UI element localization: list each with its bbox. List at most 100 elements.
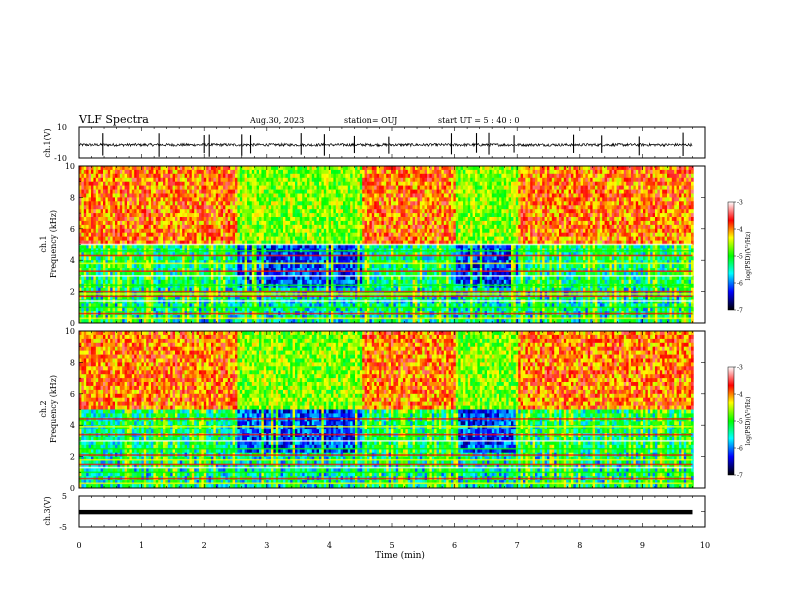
spectrogram-cell [163, 224, 166, 230]
spectrogram-cell [208, 205, 212, 210]
spectrogram-cell [244, 228, 248, 234]
spectrogram-cell [112, 295, 116, 300]
spectrogram-cell [223, 181, 226, 186]
spectrogram-cell [359, 319, 363, 324]
spectrogram-cell [172, 264, 176, 269]
spectrogram-cell [345, 236, 349, 241]
spectrogram-cell [278, 205, 281, 210]
spectrogram-cell [220, 244, 224, 249]
spectrogram-cell [143, 197, 147, 202]
spectrogram-cell [194, 201, 197, 206]
spectrogram-cell [302, 193, 305, 198]
spectrogram-cell [359, 189, 363, 194]
spectrogram-cell [191, 275, 195, 281]
spectrogram-cell [287, 201, 291, 206]
spectrogram-cell [309, 220, 313, 226]
spectrogram-cell [153, 189, 157, 194]
spectrogram-cell [287, 319, 291, 324]
spectrogram-cell [201, 173, 205, 179]
spectrogram-cell [350, 236, 353, 241]
spectrogram-cell [259, 224, 262, 230]
spectrogram-cell [309, 252, 313, 257]
spectrogram-cell [247, 169, 250, 175]
spectrogram-cell [134, 236, 137, 241]
spectrogram-cell [194, 264, 197, 269]
spectrogram-cell [335, 189, 339, 194]
spectrogram-cell [230, 315, 233, 320]
spectrogram-cell [129, 319, 133, 324]
spectrogram-cell [335, 264, 339, 269]
spectrogram-cell [271, 252, 274, 257]
spectrogram-cell [367, 268, 370, 273]
spectrogram-cell [251, 319, 255, 324]
spectrogram-cell [208, 279, 212, 285]
spectrogram-cell [319, 319, 322, 324]
spectrogram-cell [91, 201, 94, 206]
spectrogram-cell [355, 169, 358, 175]
spectrogram-cell [91, 287, 94, 292]
spectrogram-cell [165, 173, 169, 179]
spectrogram-cell [139, 193, 142, 198]
spectrogram-cell [307, 256, 310, 261]
spectrogram-cell [151, 166, 154, 171]
spectrogram-cell [328, 272, 332, 277]
spectrogram-cell [278, 193, 281, 198]
spectrogram-cell [247, 275, 250, 281]
spectrogram-cell [287, 240, 291, 245]
spectrogram-cell [263, 193, 267, 198]
spectrogram-cell [93, 177, 97, 183]
spectrogram-cell [189, 256, 193, 261]
spectrogram-cell [340, 307, 344, 312]
spectrogram-cell [127, 201, 130, 206]
spectrogram-cell [206, 264, 209, 269]
spectrogram-cell [155, 205, 159, 210]
spectrogram-cell [191, 169, 195, 175]
spectrogram-cell [124, 244, 128, 249]
spectrogram-cell [184, 287, 188, 292]
spectrogram-cell [290, 205, 293, 210]
spectrogram-cell [160, 319, 164, 324]
spectrogram-cell [124, 201, 128, 206]
spectrogram-cell [326, 228, 329, 234]
spectrogram-cell [110, 224, 113, 230]
spectrogram-cell [158, 307, 161, 312]
spectrogram-cell [271, 256, 274, 261]
spectrogram-cell [117, 260, 121, 265]
spectrogram-cell [211, 303, 214, 308]
spectrogram-cell [110, 193, 113, 198]
spectrogram-cell [345, 319, 349, 324]
spectrogram-cell [268, 307, 272, 312]
spectrogram-cell [331, 236, 334, 241]
spectrogram-cell [218, 209, 221, 214]
spectrogram-cell [242, 228, 245, 234]
spectrogram-cell [227, 279, 231, 285]
spectrogram-cell [359, 209, 363, 214]
spectrogram-cell [86, 232, 89, 237]
spectrogram-cell [335, 224, 339, 230]
spectrogram-cell [295, 260, 298, 265]
spectrogram-cell [355, 264, 358, 269]
spectrogram-cell [187, 264, 190, 269]
spectrogram-cell [263, 217, 267, 222]
spectrogram-cell [311, 240, 315, 245]
spectrogram-cell [297, 228, 301, 234]
spectrogram-cell [86, 173, 89, 179]
spectrogram-cell [323, 177, 327, 183]
spectrogram-cell [367, 197, 370, 202]
spectrogram-cell [139, 287, 142, 292]
spectrogram-cell [268, 189, 272, 194]
spectrogram-cell [201, 268, 205, 273]
spectrogram-cell [199, 279, 202, 285]
spectrogram-cell [230, 177, 233, 183]
spectrogram-cell [88, 244, 92, 249]
spectrogram-cell [343, 181, 346, 186]
spectrogram-cell [335, 185, 339, 190]
spectrogram-cell [105, 169, 109, 175]
spectrogram-cell [263, 303, 267, 308]
spectrogram-cell [259, 307, 262, 312]
spectrogram-cell [203, 279, 207, 285]
spectrogram-cell [81, 205, 85, 210]
spectrogram-cell [247, 205, 250, 210]
spectrogram-cell [95, 197, 99, 202]
spectrogram-cell [328, 166, 332, 171]
